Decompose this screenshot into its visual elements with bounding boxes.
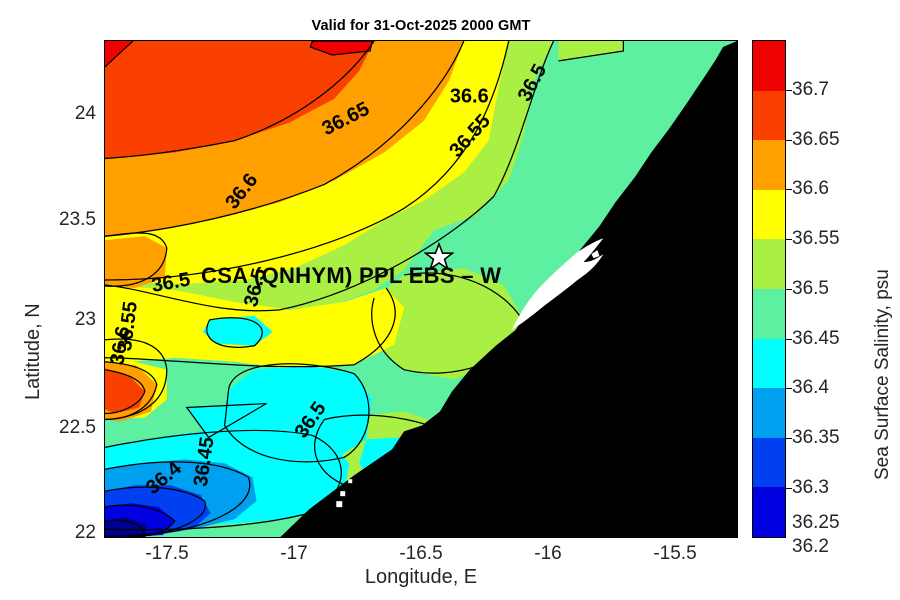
colorbar-tick: [786, 239, 792, 241]
xtick-label-1: -17: [280, 543, 308, 564]
band-36.25: [105, 517, 147, 537]
colorbar-band: [753, 140, 785, 190]
y-axis-label: Latitude, N: [22, 303, 44, 400]
map-axes[interactable]: 36.65 36.6 36.6 36.55 36.5 36.5 36.5 36.…: [104, 40, 738, 538]
coast-speck-a: [340, 491, 346, 497]
colorbar-tick-label-10: 36.2: [792, 536, 829, 557]
lagoon-islet: [591, 250, 600, 259]
band-36.55c: [369, 268, 524, 380]
xtick-label-2: -16.5: [399, 543, 443, 564]
colorbar-band: [753, 487, 785, 537]
figure-title: Valid for 31-Oct-2025 2000 GMT: [311, 18, 531, 34]
colorbar-tick-label-4: 36.5: [792, 278, 829, 299]
band-36.65b: [105, 236, 167, 289]
colorbar-tick-label-9: 36.25: [792, 512, 840, 533]
xtick-label-0: -17.5: [145, 543, 189, 564]
xtick-label-4: -15.5: [653, 543, 697, 564]
colorbar-band: [753, 239, 785, 289]
colorbar-band: [753, 41, 785, 91]
colorbar-tick-label-6: 36.4: [792, 377, 829, 398]
colorbar-tick: [786, 90, 792, 92]
band-36.55b: [558, 41, 624, 61]
colorbar-band: [753, 437, 785, 488]
colorbar-tick-label-7: 36.35: [792, 427, 840, 448]
colorbar-tick-label-2: 36.6: [792, 178, 829, 199]
colorbar-band: [753, 388, 785, 438]
x-axis-label: Longitude, E: [364, 566, 478, 588]
coast-speck-c: [348, 479, 353, 484]
salinity-contour-map: 36.65 36.6 36.6 36.55 36.5 36.5 36.5 36.…: [105, 41, 737, 537]
colorbar-band: [753, 90, 785, 141]
ytick-label-23: 23: [74, 309, 96, 330]
land-mass: [280, 41, 737, 537]
colorbar-tick-label-8: 36.3: [792, 477, 829, 498]
colorbar[interactable]: [752, 40, 786, 538]
xtick-label-3: -16: [534, 543, 562, 564]
band-36.70b: [105, 369, 145, 414]
colorbar-tick-label-5: 36.45: [792, 328, 840, 349]
colorbar-tick-label-0: 36.7: [792, 79, 829, 100]
band-36.70-patch: [310, 41, 373, 55]
ytick-label-22: 22: [74, 522, 96, 543]
colorbar-tick: [786, 488, 792, 490]
contour-label: 36.6: [450, 86, 489, 108]
contour-lines: [105, 41, 624, 537]
colorbar-tick: [786, 189, 792, 191]
colorbar-tick-label-1: 36.65: [792, 129, 840, 150]
lagoon: [511, 238, 604, 330]
colorbar-band: [753, 189, 785, 240]
band-36.45b: [224, 365, 373, 464]
colorbar-tick: [786, 140, 792, 142]
ytick-label-24: 24: [74, 103, 96, 124]
colorbar-tick-label-3: 36.55: [792, 228, 840, 249]
ytick-label-22p5: 22.5: [59, 417, 96, 438]
overlay-annotation-label: CSA (QNHYM) PPL EBS – W: [201, 263, 502, 288]
colorbar-band: [753, 338, 785, 389]
colorbar-tick: [786, 289, 792, 291]
ytick-label-23p5: 23.5: [59, 209, 96, 230]
colorbar-band: [753, 288, 785, 339]
coast-speck-b: [336, 501, 343, 508]
band-36.70: [105, 41, 375, 159]
colorbar-axis-label: Sea Surface Salinity, psu: [872, 269, 893, 480]
colorbar-tick: [786, 339, 792, 341]
colorbar-tick: [786, 438, 792, 440]
colorbar-tick: [786, 388, 792, 390]
station-star-icon[interactable]: [424, 242, 454, 272]
band-36.45-lens: [202, 315, 273, 346]
